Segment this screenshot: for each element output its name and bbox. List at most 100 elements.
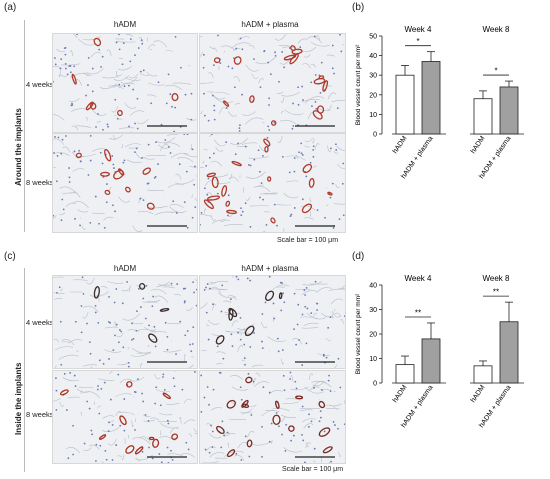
blood-vessel [322,80,329,92]
nucleus [178,163,181,166]
nucleus [109,321,112,324]
nucleus [312,155,315,158]
fiber [211,219,230,224]
group-title: Week 8 [483,25,511,34]
fiber [227,111,237,117]
fiber [231,386,249,391]
nucleus [249,226,252,228]
fiber [125,34,134,37]
nucleus [323,430,326,433]
nucleus [123,159,126,162]
nucleus [68,167,71,169]
nucleus [56,291,58,294]
nucleus [222,357,225,360]
fiber [185,307,193,311]
nucleus [314,280,317,283]
fiber [202,461,220,463]
nucleus [294,380,297,383]
fiber [206,323,210,327]
nucleus [111,459,114,461]
blood-vessel [134,446,144,455]
fiber [149,205,168,209]
fiber [118,127,135,130]
nucleus [167,462,170,463]
fiber [254,381,269,387]
nucleus [288,171,291,174]
nucleus [305,286,308,289]
nucleus [303,289,306,291]
bar [499,321,519,384]
micrograph-hadm-8w-inside [52,370,198,464]
nucleus [248,455,251,458]
fiber [109,371,119,375]
nucleus [193,165,196,168]
fiber [232,276,234,278]
nucleus [98,222,100,225]
fiber [68,98,80,102]
nucleus [246,277,249,280]
nucleus [59,67,62,70]
nucleus [301,364,304,366]
nucleus [172,377,175,380]
nucleus [113,301,116,304]
blood-vessel [171,433,179,440]
nucleus [155,141,157,144]
nucleus [90,429,93,432]
y-tick-label: 10 [369,356,377,363]
nucleus [334,424,336,426]
nucleus [191,216,194,219]
nucleus [55,389,58,392]
fiber [66,447,81,453]
nucleus [117,341,120,344]
nucleus [183,201,186,203]
nucleus [72,424,75,427]
nucleus [193,291,196,294]
nucleus [304,461,306,463]
nucleus [64,53,67,56]
nucleus [158,453,161,455]
fiber [80,411,83,416]
nucleus [278,80,280,83]
nucleus [159,404,162,407]
blood-vessel [313,77,326,85]
fiber [131,420,134,427]
nucleus [332,421,335,423]
fiber [89,291,109,297]
nucleus [314,100,317,103]
nucleus [148,324,151,327]
fiber [243,327,246,334]
fiber [303,322,319,327]
fiber [70,108,87,112]
fiber [303,423,314,429]
fiber [109,134,123,140]
nucleus [118,83,121,86]
nucleus [118,48,121,51]
nucleus [194,206,197,209]
fiber [114,321,116,327]
fiber [113,84,121,89]
fiber [53,65,63,70]
nucleus [208,451,211,454]
y-tick-label: 40 [369,283,377,290]
blood-vessel [263,138,271,147]
fiber [104,326,119,329]
fiber [82,36,101,41]
blood-vessel [246,439,253,448]
bar [473,365,493,384]
fiber [200,51,203,58]
nucleus [301,434,303,436]
nucleus [60,58,63,61]
nucleus [123,85,126,88]
nucleus [60,219,63,222]
nucleus [127,361,130,364]
fiber [234,454,245,461]
nucleus [313,386,315,389]
nucleus [235,47,238,50]
nucleus [89,352,92,355]
nucleus [313,35,316,38]
nucleus [218,371,221,374]
fiber [326,204,329,206]
fiber [240,332,243,336]
fiber [320,388,332,391]
nucleus [133,391,136,393]
